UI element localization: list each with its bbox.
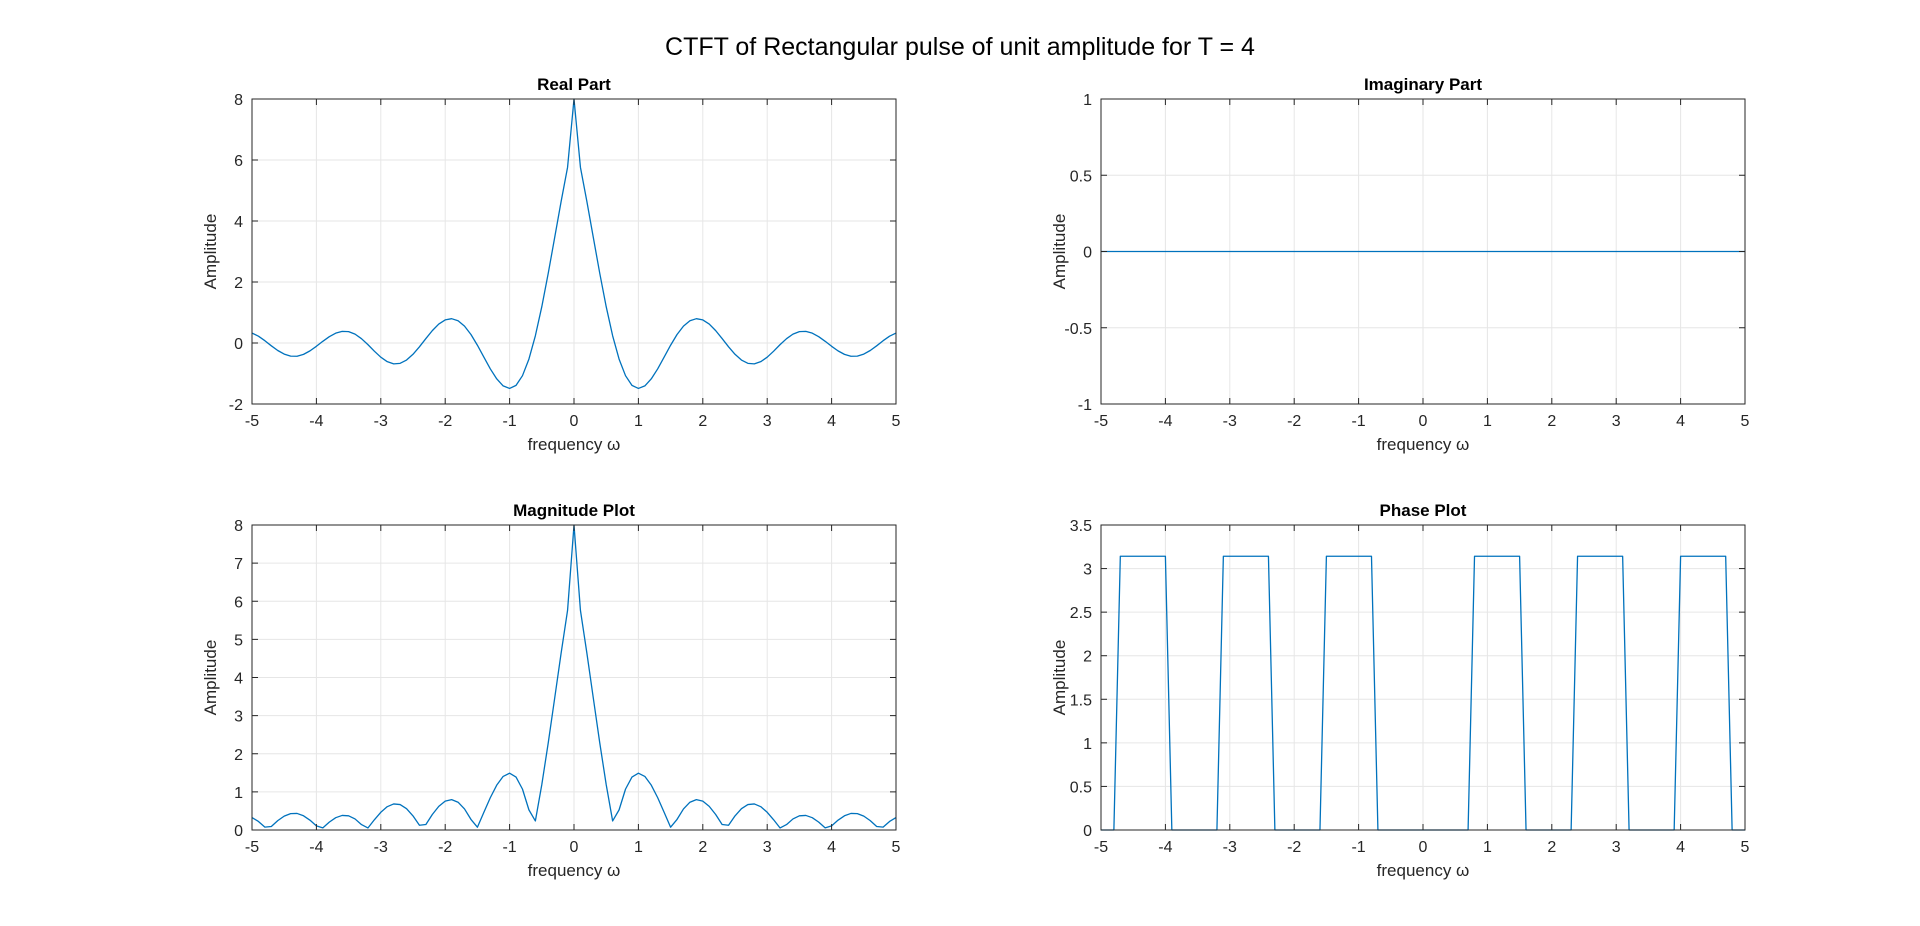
x-tick-label: 0 (570, 839, 579, 856)
y-axis-label: Amplitude (1050, 214, 1069, 290)
x-tick-label: -1 (502, 413, 516, 430)
x-tick-label: -1 (1351, 839, 1365, 856)
y-tick-label: -2 (229, 397, 243, 414)
y-tick-label: 3 (234, 709, 243, 726)
y-tick-label: 1.5 (1070, 692, 1092, 709)
y-tick-label: 0 (1083, 823, 1092, 840)
y-tick-label: -0.5 (1064, 321, 1092, 338)
y-tick-label: 4 (234, 214, 243, 231)
y-tick-label: 5 (234, 632, 243, 649)
phase-plot-axes: -5 -4 -3 -2 -1 0 1 2 3 4 5 0 0.5 1 1.5 2 2.5 3 3.5 Phase Pl… (1050, 501, 1750, 880)
y-tick-label: 8 (234, 92, 243, 109)
y-tick-label: 0 (234, 336, 243, 353)
x-tick-label: -2 (438, 413, 452, 430)
x-tick-label: 2 (1547, 839, 1556, 856)
x-tick-label: 5 (1741, 413, 1750, 430)
x-tick-label: -4 (1158, 413, 1172, 430)
x-axis-label: frequency ω (528, 435, 621, 454)
y-tick-label: 0.5 (1070, 779, 1092, 796)
y-tick-label: 3 (1083, 562, 1092, 579)
x-tick-label: -2 (1287, 839, 1301, 856)
x-tick-label: 1 (1483, 839, 1492, 856)
x-tick-label: -1 (1351, 413, 1365, 430)
y-tick-label: 6 (234, 594, 243, 611)
x-tick-label: 0 (1419, 413, 1428, 430)
y-tick-label: 1 (1083, 92, 1092, 109)
x-tick-label: -3 (1223, 839, 1237, 856)
y-tick-label: 3.5 (1070, 518, 1092, 535)
x-tick-label: -2 (438, 839, 452, 856)
real-part-axes: -5 -4 -3 -2 -1 0 1 2 3 4 5 -2 0 2 4 6 8 Real Part frequenc… (201, 75, 901, 454)
y-tick-label: 0 (234, 823, 243, 840)
figure-title: CTFT of Rectangular pulse of unit amplit… (665, 33, 1255, 61)
x-tick-label: -3 (374, 839, 388, 856)
x-tick-label: -5 (1094, 839, 1108, 856)
y-tick-label: 8 (234, 518, 243, 535)
y-tick-label: 0.5 (1070, 168, 1092, 185)
x-tick-label: 1 (634, 839, 643, 856)
x-tick-label: -5 (245, 413, 259, 430)
y-tick-label: -1 (1078, 397, 1092, 414)
x-axis-label: frequency ω (1377, 435, 1470, 454)
phase-plot-title: Phase Plot (1380, 501, 1467, 520)
x-tick-label: -4 (1158, 839, 1172, 856)
x-tick-label: 5 (892, 839, 901, 856)
x-axis-label: frequency ω (1377, 861, 1470, 880)
y-tick-label: 7 (234, 556, 243, 573)
y-tick-label: 1 (1083, 736, 1092, 753)
x-tick-label: 0 (1419, 839, 1428, 856)
x-tick-label: 3 (763, 839, 772, 856)
y-tick-label: 2 (234, 275, 243, 292)
x-tick-label: 1 (634, 413, 643, 430)
real-part-title: Real Part (537, 75, 611, 94)
x-axis-label: frequency ω (528, 861, 621, 880)
y-axis-label: Amplitude (1050, 640, 1069, 716)
magnitude-plot-axes: -5 -4 -3 -2 -1 0 1 2 3 4 5 0 1 2 3 4 5 6 7 8 Magnitude Plot f… (201, 501, 901, 880)
imaginary-part-axes: -5 -4 -3 -2 -1 0 1 2 3 4 5 -1 -0.5 0 0.5 1 Imaginary Par… (1050, 75, 1750, 454)
imaginary-part-title: Imaginary Part (1364, 75, 1482, 94)
x-tick-label: 5 (892, 413, 901, 430)
x-tick-label: 2 (698, 413, 707, 430)
y-tick-label: 0 (1083, 245, 1092, 262)
x-tick-label: 2 (1547, 413, 1556, 430)
x-tick-label: -1 (502, 839, 516, 856)
x-tick-label: 4 (1676, 413, 1685, 430)
x-tick-label: 5 (1741, 839, 1750, 856)
x-tick-label: -5 (245, 839, 259, 856)
y-tick-label: 6 (234, 153, 243, 170)
x-tick-label: 4 (827, 839, 836, 856)
x-tick-label: 1 (1483, 413, 1492, 430)
y-axis-label: Amplitude (201, 640, 220, 716)
x-tick-label: 2 (698, 839, 707, 856)
x-tick-label: 3 (1612, 839, 1621, 856)
y-tick-label: 4 (234, 671, 243, 688)
x-tick-label: 3 (1612, 413, 1621, 430)
y-tick-label: 2 (234, 747, 243, 764)
y-tick-label: 2 (1083, 649, 1092, 666)
x-tick-label: 4 (827, 413, 836, 430)
x-tick-label: -3 (1223, 413, 1237, 430)
y-tick-label: 1 (234, 785, 243, 802)
y-axis-label: Amplitude (201, 214, 220, 290)
x-tick-label: -3 (374, 413, 388, 430)
x-tick-label: 4 (1676, 839, 1685, 856)
x-tick-label: -2 (1287, 413, 1301, 430)
x-tick-label: 0 (570, 413, 579, 430)
x-tick-label: -4 (309, 413, 323, 430)
y-tick-label: 2.5 (1070, 605, 1092, 622)
x-tick-label: -4 (309, 839, 323, 856)
magnitude-plot-title: Magnitude Plot (513, 501, 635, 520)
x-tick-label: 3 (763, 413, 772, 430)
x-tick-label: -5 (1094, 413, 1108, 430)
